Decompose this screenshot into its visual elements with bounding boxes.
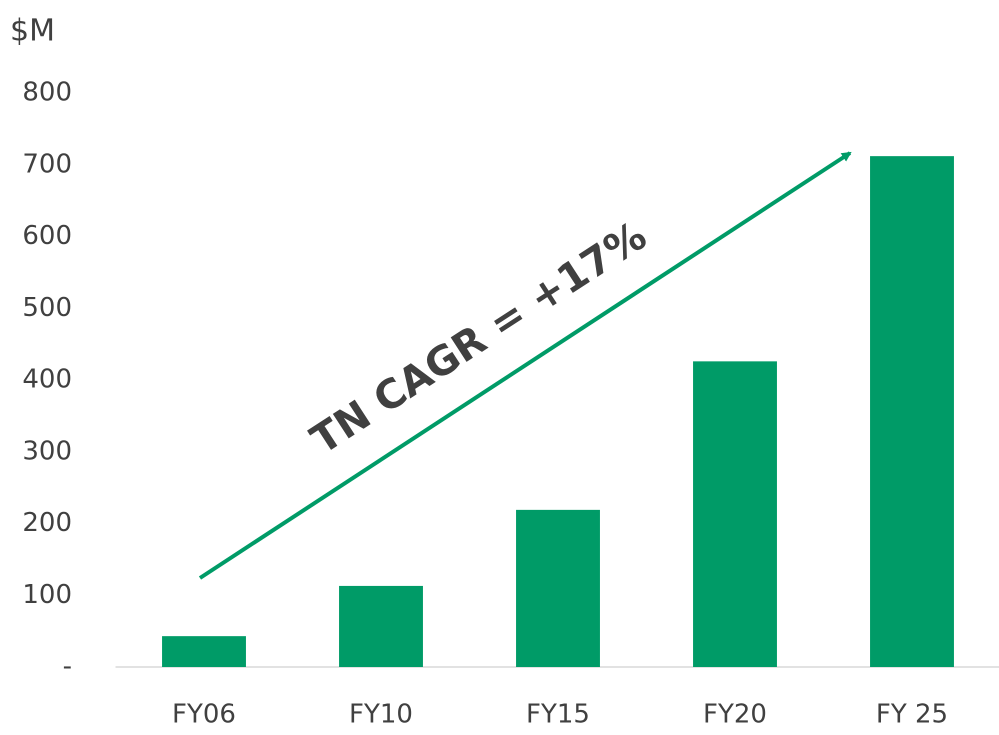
y-tick-label: 700 — [22, 149, 72, 179]
x-tick-label: FY10 — [349, 700, 413, 730]
y-tick-label: - — [63, 652, 72, 682]
bar — [516, 509, 600, 667]
y-tick-label: 400 — [22, 365, 72, 395]
y-tick-label: 200 — [22, 508, 72, 538]
y-tick-label: 100 — [22, 580, 72, 610]
y-tick-label: 800 — [22, 78, 72, 108]
y-tick-label: 600 — [22, 221, 72, 251]
x-tick-label: FY06 — [172, 700, 236, 730]
y-tick-label: 500 — [22, 293, 72, 323]
trend-arrow — [198, 151, 852, 580]
x-tick-label: FY20 — [703, 700, 767, 730]
bar — [693, 361, 777, 667]
bar — [870, 156, 954, 667]
y-axis-label: $M — [10, 14, 55, 49]
bar — [339, 585, 423, 667]
annotation: TN CAGR = +17% — [303, 213, 655, 464]
y-tick-label: 300 — [22, 436, 72, 466]
x-tick-label: FY15 — [526, 700, 590, 730]
x-tick-label: FY 25 — [876, 700, 948, 730]
bar — [162, 636, 246, 667]
